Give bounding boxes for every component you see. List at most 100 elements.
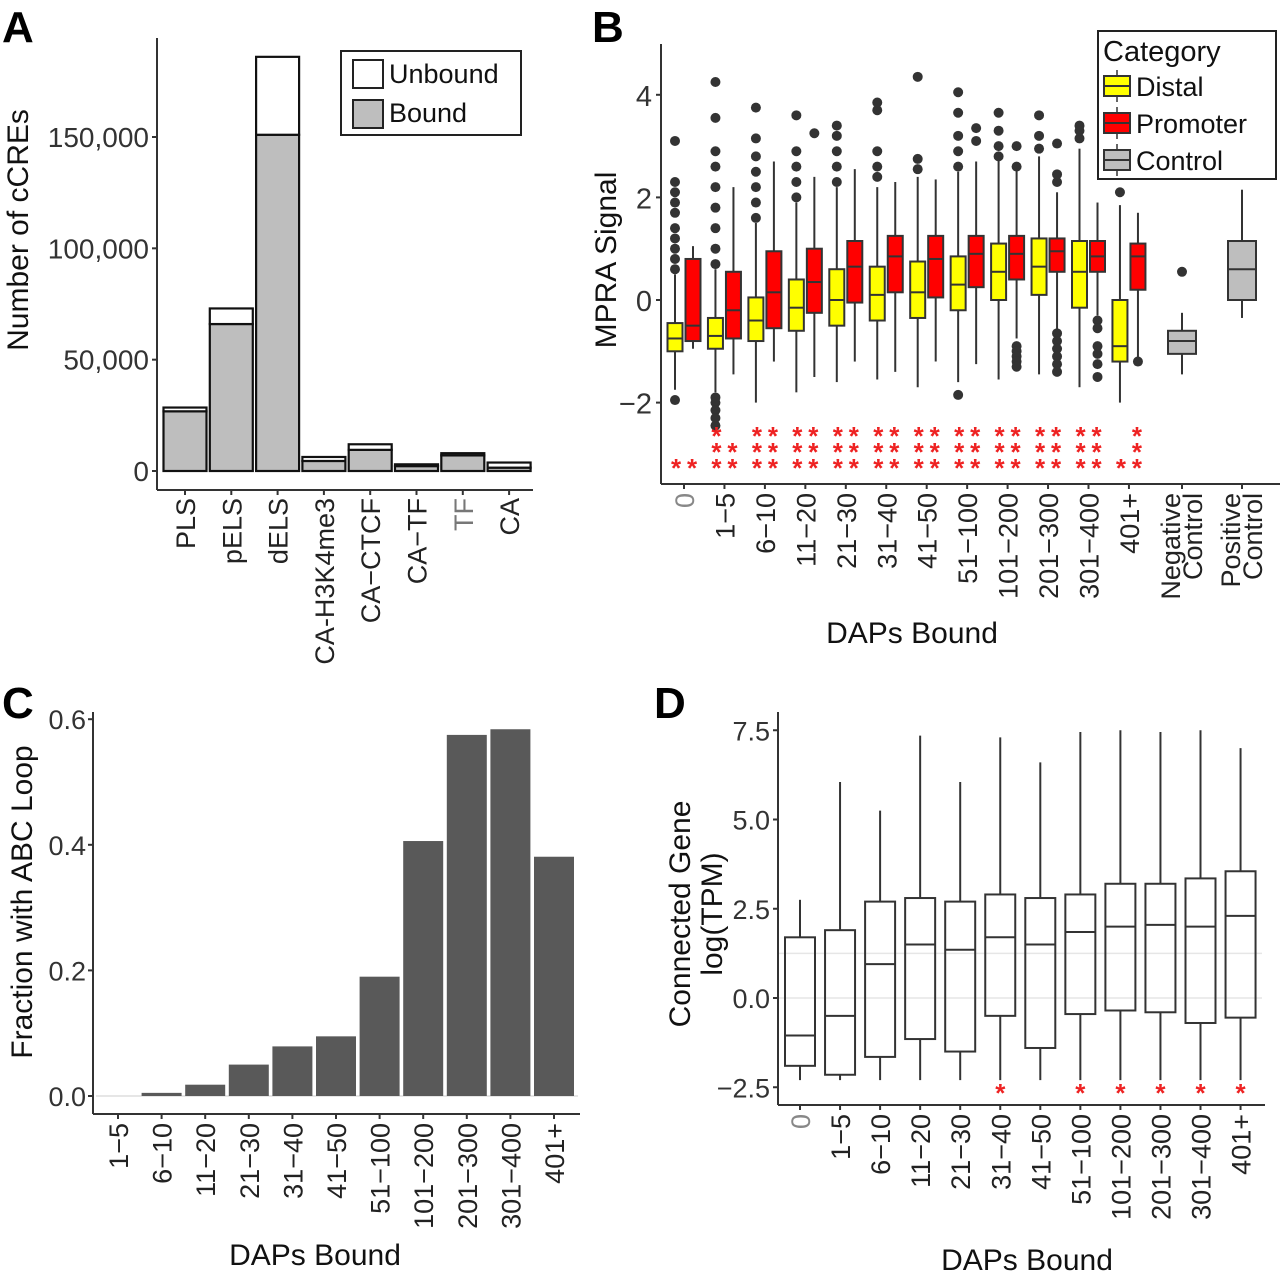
box-distal-outlier xyxy=(670,207,680,218)
panel-d-xlabel: DAPs Bound xyxy=(941,1244,1113,1275)
x-tick-label: 401+ xyxy=(1227,1114,1257,1175)
x-tick-label: 6−10 xyxy=(148,1123,178,1184)
legend-label-control: Control xyxy=(1136,146,1223,176)
significance-star: * xyxy=(930,437,941,467)
box xyxy=(824,929,857,1076)
box-distal-box xyxy=(868,265,886,322)
box-distal-outlier xyxy=(831,120,842,131)
box-control-outlier xyxy=(1177,266,1187,277)
box-distal-outlier xyxy=(993,141,1004,152)
legend-label-promoter: Promoter xyxy=(1136,109,1247,139)
box-distal-outlier xyxy=(670,197,680,208)
bar xyxy=(403,841,444,1096)
significance-star: * xyxy=(1132,421,1143,451)
legend-label-distal: Distal xyxy=(1136,72,1204,102)
significance-star: * xyxy=(1075,453,1086,483)
x-tick-label: 401+ xyxy=(1115,493,1145,554)
legend-label-bound: Bound xyxy=(389,98,467,128)
y-tick-label: 0.0 xyxy=(732,984,770,1014)
significance-star: * xyxy=(1035,421,1046,451)
bar-unbound xyxy=(255,55,301,136)
box-promoter-outlier xyxy=(1052,343,1063,354)
significance-star: * xyxy=(1075,1078,1086,1108)
box-distal-outlier xyxy=(912,71,923,82)
x-tick-label: 31−40 xyxy=(278,1123,308,1199)
box-distal-outlier xyxy=(710,202,721,213)
box-distal-box xyxy=(1111,299,1129,363)
box-distal-outlier xyxy=(750,102,761,113)
y-tick-label: 100,000 xyxy=(48,233,149,264)
bar xyxy=(316,1036,356,1096)
box-promoter-box xyxy=(1048,237,1066,273)
box-distal-outlier xyxy=(710,405,721,416)
legend-swatch-bound xyxy=(352,99,384,129)
box-promoter-outlier xyxy=(1052,328,1063,339)
panel-d-plot: −2.5 0.0 2.5 5.0 7.5 0 1−5 6−10 11−20 21−30 * 31−40… xyxy=(717,712,1265,1220)
box-promoter-outlier xyxy=(1092,371,1103,382)
significance-star: * xyxy=(873,421,884,451)
box-promoter-outlier xyxy=(809,128,820,139)
x-tick-label: 51−100 xyxy=(1066,1114,1096,1205)
x-tick-label: 1−5 xyxy=(710,493,740,539)
significance-star: * xyxy=(914,437,925,467)
significance-star: * xyxy=(808,453,819,483)
significance-star: * xyxy=(930,453,941,483)
box-distal-outlier xyxy=(670,233,680,244)
significance-star: * xyxy=(1091,421,1102,451)
y-tick-label: 0.2 xyxy=(48,956,86,986)
significance-star: * xyxy=(727,453,738,483)
significance-star: * xyxy=(752,437,763,467)
significance-star: * xyxy=(995,421,1006,451)
box-promoter-outlier xyxy=(1052,177,1063,188)
significance-star: * xyxy=(752,421,763,451)
significance-star: * xyxy=(752,453,763,483)
box-distal-outlier xyxy=(953,107,964,118)
box-promoter-box xyxy=(886,234,904,294)
y-tick-label: 2 xyxy=(636,183,652,215)
significance-star: * xyxy=(954,453,965,483)
box-promoter-outlier xyxy=(1052,366,1063,377)
box-distal-box xyxy=(787,278,805,332)
box-distal-box xyxy=(828,268,846,327)
box-distal-outlier xyxy=(710,243,721,254)
box-distal-outlier xyxy=(993,107,1004,118)
box-distal-outlier xyxy=(791,177,802,188)
panel-a-plot: 0 50,000 100,000 150,000 PLS pELS dELS CA-H3K4m… xyxy=(48,38,533,665)
legend-label-unbound: Unbound xyxy=(389,59,499,89)
box xyxy=(984,893,1017,1017)
significance-star: * xyxy=(1035,437,1046,467)
box-distal-outlier xyxy=(912,164,923,175)
box-distal-outlier xyxy=(710,76,721,87)
x-tick-label: 401+ xyxy=(540,1123,570,1184)
box xyxy=(784,936,816,1067)
significance-star: * xyxy=(768,437,779,467)
panel-a-label: A xyxy=(2,3,34,52)
box-promoter-box xyxy=(967,234,985,289)
box-promoter-outlier xyxy=(971,123,982,134)
x-tick-label: 11−20 xyxy=(191,1123,221,1197)
significance-star: * xyxy=(711,437,722,467)
x-tick-label: 201−300 xyxy=(453,1123,483,1229)
significance-star: * xyxy=(768,421,779,451)
x-tick-label: 301−400 xyxy=(1187,1114,1217,1220)
box-distal-outlier xyxy=(670,187,680,198)
box-distal-outlier xyxy=(953,130,964,141)
y-tick-label: 50,000 xyxy=(63,345,149,376)
box-distal-outlier xyxy=(710,259,721,270)
panel-d-label: D xyxy=(654,679,686,728)
significance-star: * xyxy=(1011,437,1022,467)
x-tick-label: 0 xyxy=(786,1114,816,1129)
significance-star: * xyxy=(873,453,884,483)
box-distal-outlier xyxy=(670,253,680,264)
box-distal-box xyxy=(949,255,967,312)
box-distal-outlier xyxy=(710,397,721,408)
x-tick-label: 0 xyxy=(670,493,700,508)
x-tick-label-line: Control xyxy=(1238,493,1268,580)
panel-c-plot: 0.0 0.2 0.4 0.6 1−5 6−10 11−20 21−30 31−40 41−50 5… xyxy=(48,705,580,1229)
box-promoter-box xyxy=(1008,234,1026,281)
x-tick-label: dELS xyxy=(264,498,294,564)
box-distal-outlier xyxy=(953,161,964,172)
significance-star: * xyxy=(768,453,779,483)
box-distal-box xyxy=(706,316,724,350)
